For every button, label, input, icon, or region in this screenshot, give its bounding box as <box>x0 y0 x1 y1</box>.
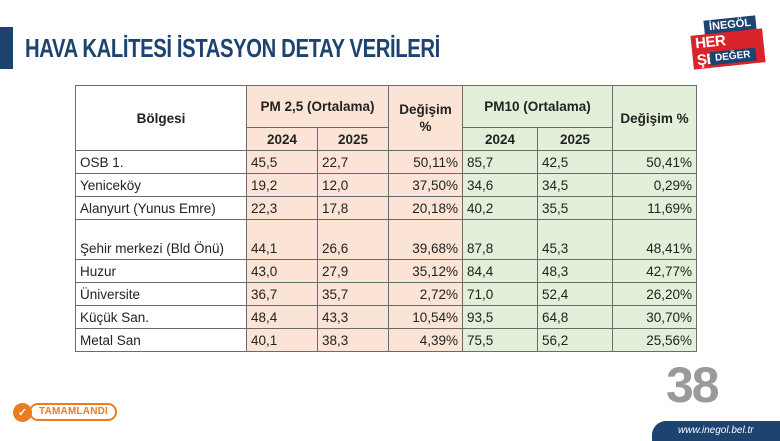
status-badge: ✓ TAMAMLANDI <box>13 402 118 422</box>
cell-pm10-2025: 45,3 <box>537 219 613 260</box>
cell-pm25-change: 2,72% <box>388 282 463 306</box>
cell-pm10-change: 11,69% <box>612 196 697 220</box>
air-quality-table: Bölgesi PM 2,5 (Ortalama) Değişim % PM10… <box>75 85 697 352</box>
header-region: Bölgesi <box>75 85 247 151</box>
cell-pm10-2024: 84,4 <box>462 259 538 283</box>
cell-pm25-2025: 27,9 <box>317 259 389 283</box>
cell-pm10-2025: 35,5 <box>537 196 613 220</box>
table-row: Yeniceköy 19,2 12,0 37,50% 34,6 34,5 0,2… <box>75 173 697 197</box>
cell-pm10-change: 30,70% <box>612 305 697 329</box>
header-pm25-group: PM 2,5 (Ortalama) <box>246 85 389 128</box>
cell-pm10-2025: 64,8 <box>537 305 613 329</box>
cell-pm25-change: 10,54% <box>388 305 463 329</box>
cell-pm10-change: 50,41% <box>612 150 697 174</box>
cell-pm10-2025: 48,3 <box>537 259 613 283</box>
cell-pm10-2024: 34,6 <box>462 173 538 197</box>
cell-pm25-2025: 26,6 <box>317 219 389 260</box>
cell-region: Alanyurt (Yunus Emre) <box>75 196 247 220</box>
table-row: Alanyurt (Yunus Emre) 22,3 17,8 20,18% 4… <box>75 196 697 220</box>
cell-pm25-2024: 45,5 <box>246 150 318 174</box>
cell-pm25-change: 35,12% <box>388 259 463 283</box>
cell-pm25-change: 37,50% <box>388 173 463 197</box>
check-icon: ✓ <box>13 402 32 422</box>
cell-pm25-2025: 12,0 <box>317 173 389 197</box>
cell-pm25-change: 39,68% <box>388 219 463 260</box>
header-pm25-2025: 2025 <box>317 127 389 151</box>
brand-logo: İNEGÖL HER ŞEYE DEĞER <box>688 14 766 70</box>
cell-region: Üniversite <box>75 282 247 306</box>
cell-pm10-change: 26,20% <box>612 282 697 306</box>
cell-pm10-change: 48,41% <box>612 219 697 260</box>
status-badge-label: TAMAMLANDI <box>29 403 118 421</box>
cell-pm25-change: 20,18% <box>388 196 463 220</box>
cell-pm10-2024: 75,5 <box>462 328 538 352</box>
cell-pm10-2025: 56,2 <box>537 328 613 352</box>
cell-pm10-2024: 71,0 <box>462 282 538 306</box>
cell-pm25-change: 4,39% <box>388 328 463 352</box>
header-pm10-group: PM10 (Ortalama) <box>462 85 613 128</box>
cell-pm25-2024: 36,7 <box>246 282 318 306</box>
table-row: Küçük San. 48,4 43,3 10,54% 93,5 64,8 30… <box>75 305 697 329</box>
cell-pm25-change: 50,11% <box>388 150 463 174</box>
cell-pm25-2024: 40,1 <box>246 328 318 352</box>
cell-region: Küçük San. <box>75 305 247 329</box>
cell-pm10-2024: 93,5 <box>462 305 538 329</box>
cell-pm10-2025: 52,4 <box>537 282 613 306</box>
cell-pm10-change: 25,56% <box>612 328 697 352</box>
header-pm10-2025: 2025 <box>537 127 613 151</box>
table-subheader-row: 2024 2025 2024 2025 <box>76 127 697 151</box>
cell-region: Metal San <box>75 328 247 352</box>
header-pm25-change: Değişim % <box>388 85 463 151</box>
page-number: 38 <box>666 357 720 413</box>
title-accent-bar <box>0 27 13 69</box>
cell-pm25-2024: 48,4 <box>246 305 318 329</box>
cell-pm25-2025: 22,7 <box>317 150 389 174</box>
cell-pm10-2025: 42,5 <box>537 150 613 174</box>
header-pm10-2024: 2024 <box>462 127 538 151</box>
cell-pm10-2024: 85,7 <box>462 150 538 174</box>
cell-pm25-2025: 43,3 <box>317 305 389 329</box>
header-pm25-2024: 2024 <box>246 127 318 151</box>
table-header-row: Bölgesi PM 2,5 (Ortalama) Değişim % PM10… <box>75 85 697 151</box>
cell-pm25-2024: 43,0 <box>246 259 318 283</box>
cell-pm10-change: 0,29% <box>612 173 697 197</box>
cell-region: OSB 1. <box>75 150 247 174</box>
cell-pm10-2024: 87,8 <box>462 219 538 260</box>
table-row: Huzur 43,0 27,9 35,12% 84,4 48,3 42,77% <box>75 259 697 283</box>
cell-region: Yeniceköy <box>75 173 247 197</box>
table-row: OSB 1. 45,5 22,7 50,11% 85,7 42,5 50,41% <box>75 150 697 174</box>
cell-pm25-2024: 22,3 <box>246 196 318 220</box>
table-row: Üniversite 36,7 35,7 2,72% 71,0 52,4 26,… <box>75 282 697 306</box>
page-title: HAVA KALİTESİ İSTASYON DETAY VERİLERİ <box>25 33 440 63</box>
table-row: Şehir merkezi (Bld Önü) 44,1 26,6 39,68%… <box>75 219 697 260</box>
table-row: Metal San 40,1 38,3 4,39% 75,5 56,2 25,5… <box>75 328 697 352</box>
cell-pm25-2025: 35,7 <box>317 282 389 306</box>
cell-region: Şehir merkezi (Bld Önü) <box>75 219 247 260</box>
cell-region: Huzur <box>75 259 247 283</box>
cell-pm25-2025: 17,8 <box>317 196 389 220</box>
cell-pm10-change: 42,77% <box>612 259 697 283</box>
website-link[interactable]: www.inegol.bel.tr <box>652 421 780 441</box>
cell-pm10-2024: 40,2 <box>462 196 538 220</box>
header-pm10-change: Değişim % <box>612 85 697 151</box>
cell-pm25-2024: 19,2 <box>246 173 318 197</box>
cell-pm25-2025: 38,3 <box>317 328 389 352</box>
cell-pm10-2025: 34,5 <box>537 173 613 197</box>
cell-pm25-2024: 44,1 <box>246 219 318 260</box>
